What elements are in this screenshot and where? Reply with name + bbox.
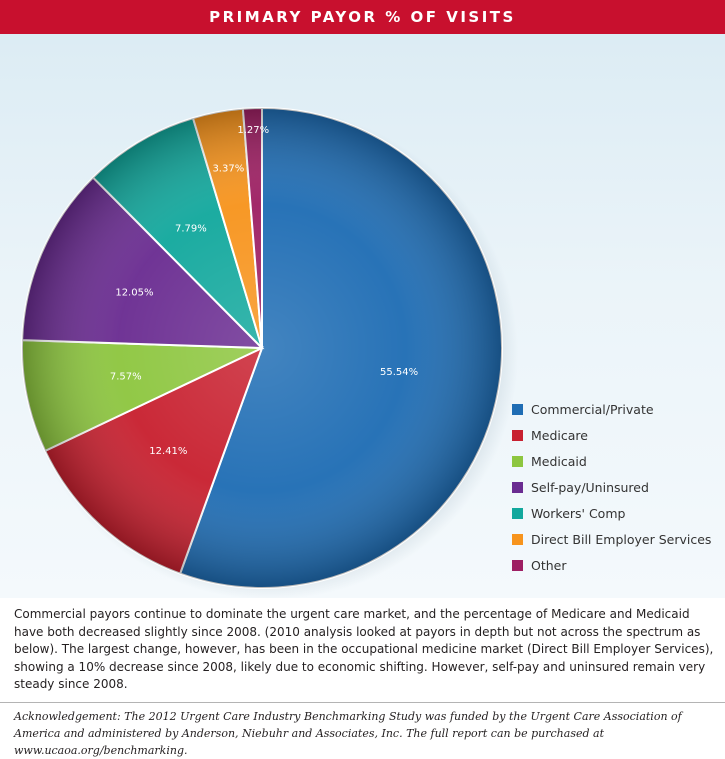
- divider: [0, 702, 725, 703]
- chart-title: PRIMARY PAYOR % OF VISITS: [209, 8, 516, 26]
- pie-slice-label-1: 55.54%: [380, 367, 418, 378]
- chart-header: PRIMARY PAYOR % OF VISITS: [0, 0, 725, 34]
- legend-swatch: [512, 481, 523, 493]
- pie-slices: [21, 106, 503, 589]
- legend-swatch: [512, 507, 523, 519]
- legend-item-3: Medicaid: [512, 448, 711, 474]
- legend-label: Other: [531, 557, 567, 573]
- chart-legend: Commercial/Private Medicare Medicaid Self-p…: [512, 396, 711, 578]
- legend-label: Self-pay/Uninsured: [531, 479, 649, 495]
- legend-swatch: [512, 559, 523, 571]
- pie-slice-label-2: 12.41%: [149, 446, 187, 457]
- chart-description: Commercial payors continue to dominate t…: [14, 607, 714, 691]
- acknowledgement-text: Acknowledgement: The 2012 Urgent Care In…: [14, 710, 682, 757]
- pie-slice-label-7: 1.27%: [237, 125, 269, 136]
- legend-item-4: Self-pay/Uninsured: [512, 474, 711, 500]
- pie-slice-label-3: 7.57%: [110, 371, 142, 382]
- legend-item-1: Commercial/Private: [512, 396, 711, 422]
- pie-slice-label-5: 7.79%: [175, 223, 207, 234]
- legend-label: Commercial/Private: [531, 401, 654, 417]
- legend-item-2: Medicare: [512, 422, 711, 448]
- legend-swatch: [512, 429, 523, 441]
- legend-item-7: Other: [512, 552, 711, 578]
- legend-label: Medicare: [531, 427, 588, 443]
- pie-slice-label-6: 3.37%: [212, 164, 244, 175]
- legend-swatch: [512, 455, 523, 467]
- legend-swatch: [512, 403, 523, 415]
- legend-swatch: [512, 533, 523, 545]
- legend-label: Medicaid: [531, 453, 587, 469]
- legend-item-6: Direct Bill Employer Services: [512, 526, 711, 552]
- legend-label: Workers' Comp: [531, 505, 626, 521]
- pie-slice-labels: 55.54% 12.41% 7.57% 12.05% 7.79% 3.37% 1.27%: [110, 125, 418, 457]
- legend-item-5: Workers' Comp: [512, 500, 711, 526]
- legend-label: Direct Bill Employer Services: [531, 531, 712, 547]
- pie-slice-label-4: 12.05%: [115, 287, 153, 298]
